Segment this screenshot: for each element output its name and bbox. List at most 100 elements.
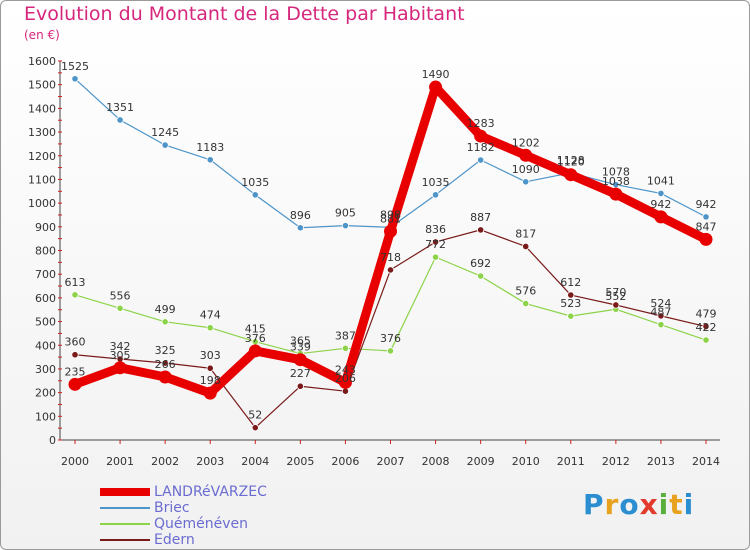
data-point	[248, 344, 262, 358]
data-label: 1120	[557, 156, 585, 169]
data-point	[293, 353, 307, 367]
y-tick-label: 1500	[28, 79, 56, 92]
data-label: 576	[515, 285, 536, 298]
data-point	[657, 189, 665, 198]
data-label: 1035	[241, 176, 269, 189]
data-point	[474, 129, 488, 143]
series-landrevarzec	[68, 80, 713, 400]
y-tick-label: 800	[35, 245, 56, 258]
chart-subtitle: (en €)	[24, 28, 60, 42]
data-point	[386, 266, 395, 274]
data-point	[161, 359, 169, 367]
y-tick-label: 0	[49, 434, 56, 447]
data-label: 570	[605, 286, 626, 299]
data-point	[251, 424, 259, 432]
data-point	[522, 242, 530, 251]
proxiti-logo: Proxiti	[583, 488, 694, 521]
data-label: 1182	[467, 141, 495, 154]
data-point	[702, 213, 710, 221]
data-label: 942	[696, 198, 717, 211]
series-edern	[71, 226, 710, 432]
data-label: 305	[110, 349, 131, 362]
data-label: 198	[200, 374, 221, 387]
data-point	[161, 318, 169, 326]
y-tick-label: 700	[35, 268, 56, 281]
x-tick-label: 2009	[467, 455, 495, 468]
data-label: 523	[560, 297, 581, 310]
data-point	[296, 224, 304, 232]
data-label: 227	[290, 367, 311, 380]
data-label: 613	[65, 276, 86, 289]
data-label: 942	[650, 198, 671, 211]
legend-label: Quéménéven	[154, 516, 249, 532]
data-label: 52	[248, 409, 262, 422]
logo-letter: P	[583, 488, 605, 521]
data-label: 905	[335, 207, 356, 220]
y-tick-label: 1600	[28, 55, 56, 68]
data-point	[113, 361, 127, 375]
data-label: 692	[470, 257, 491, 270]
data-point	[384, 224, 397, 238]
data-point	[612, 301, 620, 309]
data-label: 499	[155, 303, 176, 316]
data-label: 718	[380, 251, 401, 264]
data-label: 556	[110, 289, 131, 302]
data-point	[341, 387, 350, 395]
legend-label: LANDRéVARZEC	[154, 484, 267, 500]
data-label: 303	[200, 349, 221, 362]
data-point	[206, 324, 214, 332]
data-point	[654, 210, 668, 224]
y-tick-label: 600	[35, 292, 56, 305]
y-tick-label: 1300	[28, 126, 56, 139]
data-point	[564, 168, 578, 182]
data-point	[702, 336, 710, 344]
legend-item: Briec	[100, 500, 360, 516]
data-label: 1283	[467, 117, 495, 130]
data-point	[429, 80, 443, 94]
data-point	[203, 386, 217, 400]
data-label: 339	[290, 341, 311, 354]
legend-label: Briec	[154, 500, 190, 516]
x-tick-label: 2011	[557, 455, 585, 468]
data-label: 836	[425, 223, 446, 236]
data-point	[251, 191, 259, 199]
data-point	[657, 312, 665, 320]
data-label: 422	[696, 321, 717, 334]
x-tick-label: 2010	[512, 455, 540, 468]
logo-letter: i	[683, 488, 695, 521]
data-point	[71, 75, 79, 83]
data-label: 487	[650, 306, 671, 319]
series-line	[74, 78, 707, 229]
data-point	[657, 321, 665, 329]
data-label: 243	[335, 363, 356, 376]
x-tick-label: 2006	[331, 455, 359, 468]
data-label: 1351	[106, 101, 134, 114]
x-tick-label: 2007	[377, 455, 405, 468]
data-label: 325	[155, 344, 176, 357]
data-label: 360	[65, 336, 86, 349]
data-point	[68, 377, 82, 391]
series-layer	[68, 75, 713, 432]
data-label: 1090	[512, 163, 540, 176]
logo-letter: x	[639, 488, 659, 521]
data-label: 1202	[512, 136, 540, 149]
data-label: 1128	[557, 154, 585, 167]
data-label: 1183	[196, 141, 224, 154]
data-label: 1078	[602, 166, 630, 179]
data-label: 847	[696, 220, 717, 233]
data-label: 887	[470, 211, 491, 224]
data-point	[206, 364, 214, 372]
data-point	[116, 304, 124, 312]
chart-axes: 0 100 200 300 400 500 600 700 800 900 1000 1100 1200…	[28, 55, 720, 468]
data-label: 376	[245, 332, 266, 345]
data-label: 415	[245, 323, 266, 336]
legend-label: Edern	[154, 532, 195, 548]
data-point	[522, 178, 530, 186]
data-point	[296, 382, 304, 390]
y-tick-label: 900	[35, 221, 56, 234]
data-label: 612	[560, 276, 581, 289]
data-label: 1038	[602, 175, 630, 188]
y-tick-label: 1200	[28, 150, 56, 163]
data-label: 387	[335, 329, 356, 342]
